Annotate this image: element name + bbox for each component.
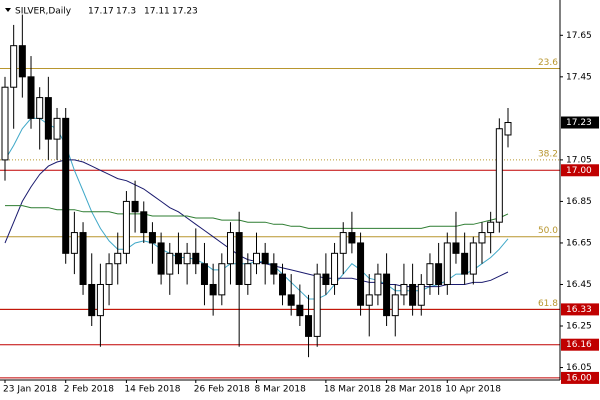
candle-body xyxy=(504,122,512,136)
candle-body xyxy=(192,252,200,265)
title-value: 17.3 xyxy=(116,7,136,17)
x-tick-label: 18 Mar 2018 xyxy=(324,385,381,395)
y-tick-label: 16.45 xyxy=(566,280,592,290)
candle-body xyxy=(365,294,373,306)
level-label: 16.16 xyxy=(566,340,592,350)
candle-body xyxy=(435,263,443,285)
candle-body xyxy=(157,242,165,275)
y-tick-label: 16.65 xyxy=(566,238,592,248)
candle-body xyxy=(114,252,122,265)
candle-body xyxy=(62,117,70,254)
candle-body xyxy=(322,273,330,285)
title-value: 17.11 xyxy=(144,7,170,17)
candle-body xyxy=(53,117,61,140)
candle-body xyxy=(339,232,347,254)
candle-body xyxy=(131,200,139,213)
x-tick-label: 26 Feb 2018 xyxy=(194,385,250,395)
candle-body xyxy=(244,263,252,285)
candle-body xyxy=(122,200,130,254)
candle-body xyxy=(374,273,382,296)
candle-body xyxy=(478,232,486,244)
fib-label: 61.8 xyxy=(538,299,558,309)
x-tick-label: 23 Jan 2018 xyxy=(3,385,57,395)
candle-body xyxy=(218,263,226,296)
level-label: 17.00 xyxy=(566,166,592,176)
x-tick-label: 10 Apr 2018 xyxy=(445,385,501,395)
y-tick-label: 17.05 xyxy=(566,155,592,165)
candle-body xyxy=(270,263,278,275)
candle-body xyxy=(461,252,469,275)
candle-body xyxy=(88,283,96,317)
candle-body xyxy=(226,232,234,265)
y-tick-label: 16.25 xyxy=(566,322,592,332)
candle-body xyxy=(409,283,417,306)
candle-body xyxy=(148,232,156,244)
fib-label: 38.2 xyxy=(538,149,558,159)
level-label: 16.00 xyxy=(566,373,592,383)
candle-body xyxy=(287,294,295,306)
candle-body xyxy=(27,76,35,119)
candle-body xyxy=(1,86,9,161)
price-label: 17.23 xyxy=(566,118,592,128)
x-tick-label: 8 Mar 2018 xyxy=(255,385,307,395)
fib-label: 50.0 xyxy=(538,226,558,236)
candle-body xyxy=(261,252,269,265)
level-box xyxy=(561,303,599,316)
title-marker xyxy=(5,8,11,12)
y-tick-label: 16.85 xyxy=(566,197,592,207)
candle-body xyxy=(495,128,503,223)
candle-body xyxy=(200,263,208,285)
candle-body xyxy=(70,232,78,254)
candle-body xyxy=(96,283,104,317)
candle-body xyxy=(174,252,182,265)
candle-body xyxy=(183,252,191,265)
candle-body xyxy=(36,97,44,119)
candle-body xyxy=(487,221,495,234)
candle-body xyxy=(469,242,477,275)
candle-body xyxy=(452,242,460,254)
candle-body xyxy=(357,242,365,306)
fib-label: 23.6 xyxy=(538,58,558,68)
candle-body xyxy=(166,252,174,275)
y-tick-label: 17.65 xyxy=(566,31,592,41)
level-box xyxy=(561,164,599,177)
candle-body xyxy=(400,283,408,296)
candle-body xyxy=(348,232,356,244)
title-value: 17.17 xyxy=(88,7,114,17)
chart-title: SILVER,Daily xyxy=(15,7,72,17)
title-value: 17.23 xyxy=(172,7,198,17)
candle-body xyxy=(417,283,425,306)
candle-body xyxy=(391,294,399,317)
level-box xyxy=(561,338,599,351)
price-box xyxy=(561,116,599,129)
candle-body xyxy=(235,232,243,285)
candle-body xyxy=(443,242,451,285)
moving-average xyxy=(5,205,509,229)
candle-body xyxy=(44,97,52,140)
candle-body xyxy=(10,45,18,88)
level-box xyxy=(561,371,599,384)
candle-body xyxy=(426,263,434,285)
candle-body xyxy=(331,252,339,285)
candle-body xyxy=(140,211,148,234)
candle-body xyxy=(296,304,304,317)
candle-body xyxy=(279,273,287,296)
candle-body xyxy=(383,273,391,317)
candle-body xyxy=(253,252,260,265)
x-tick-label: 14 Feb 2018 xyxy=(124,385,180,395)
x-tick-label: 2 Feb 2018 xyxy=(64,385,115,395)
candle-body xyxy=(313,273,321,337)
y-tick-label: 17.45 xyxy=(566,72,592,82)
candle-body xyxy=(79,232,87,285)
candle-body xyxy=(209,283,217,296)
candle-body xyxy=(18,45,26,78)
candle-body xyxy=(105,263,113,285)
y-tick-label: 16.05 xyxy=(566,363,592,373)
x-tick-label: 28 Mar 2018 xyxy=(385,385,442,395)
level-label: 16.33 xyxy=(566,305,592,315)
candle-body xyxy=(305,315,313,337)
